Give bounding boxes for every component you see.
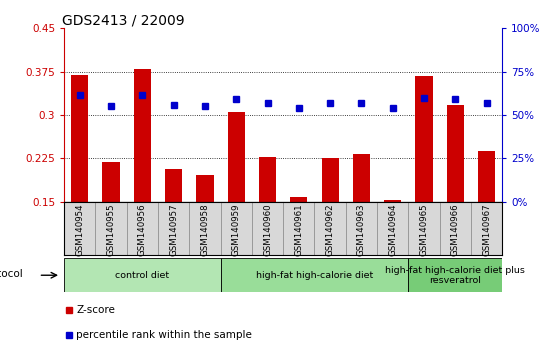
Text: GSM140960: GSM140960 <box>263 203 272 256</box>
Text: GSM140965: GSM140965 <box>420 203 429 256</box>
Bar <box>478 152 495 202</box>
Bar <box>64 258 220 292</box>
Text: GSM140967: GSM140967 <box>482 203 491 256</box>
Text: GSM140955: GSM140955 <box>107 203 116 256</box>
Bar <box>134 69 151 202</box>
Text: percentile rank within the sample: percentile rank within the sample <box>76 330 252 339</box>
Bar <box>290 197 307 202</box>
Text: GSM140963: GSM140963 <box>357 203 366 256</box>
Text: GSM140958: GSM140958 <box>200 203 209 256</box>
Text: GSM140959: GSM140959 <box>232 203 240 256</box>
Bar <box>415 76 432 202</box>
Text: GSM140966: GSM140966 <box>451 203 460 256</box>
Text: GSM140957: GSM140957 <box>169 203 178 256</box>
Text: control diet: control diet <box>116 271 170 280</box>
Bar <box>71 75 88 202</box>
Text: GSM140962: GSM140962 <box>326 203 335 256</box>
Bar <box>321 158 339 202</box>
Bar <box>103 162 120 202</box>
Text: GSM140954: GSM140954 <box>75 203 84 256</box>
Text: GSM140956: GSM140956 <box>138 203 147 256</box>
Text: Z-score: Z-score <box>76 305 116 315</box>
Text: high-fat high-calorie diet plus
resveratrol: high-fat high-calorie diet plus resverat… <box>386 266 525 285</box>
Bar <box>446 105 464 202</box>
Bar <box>220 258 408 292</box>
Bar <box>384 200 401 202</box>
Bar <box>408 258 502 292</box>
Text: GSM140964: GSM140964 <box>388 203 397 256</box>
Text: protocol: protocol <box>0 269 22 279</box>
Text: GDS2413 / 22009: GDS2413 / 22009 <box>62 13 185 27</box>
Bar <box>353 154 370 202</box>
Bar <box>165 169 182 202</box>
Bar <box>228 112 245 202</box>
Bar <box>196 175 214 202</box>
Text: high-fat high-calorie diet: high-fat high-calorie diet <box>256 271 373 280</box>
Text: GSM140961: GSM140961 <box>294 203 304 256</box>
Bar <box>259 157 276 202</box>
